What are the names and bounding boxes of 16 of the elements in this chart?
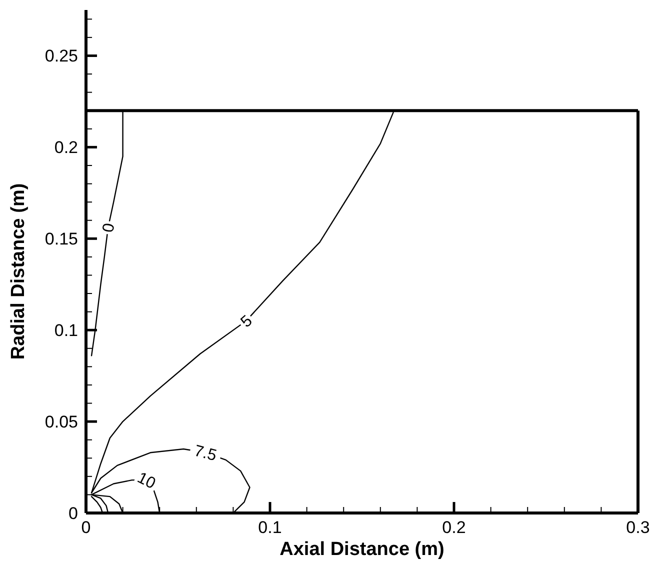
series-label: 10	[134, 469, 158, 493]
y-tick-label: 0	[68, 504, 78, 523]
x-tick-label: 0.3	[626, 518, 650, 537]
y-tick-label: 0.2	[54, 138, 78, 158]
y-tick-label: 0.15	[44, 230, 78, 249]
series-label: 7.5	[192, 442, 218, 465]
y-tick-label: 0.05	[44, 412, 78, 432]
y-axis-title: Radial Distance (m)	[8, 183, 29, 360]
x-axis-title: Axial Distance (m)	[280, 539, 444, 560]
y-tick-label: 0.1	[54, 321, 78, 340]
series-label: 5	[238, 312, 256, 332]
x-tick-label: 0.2	[442, 518, 466, 537]
y-tick-label: 0.25	[44, 46, 78, 66]
x-tick-label: 0.1	[258, 518, 282, 537]
series-label: 0	[100, 222, 118, 234]
x-tick-label: 0	[81, 518, 91, 537]
